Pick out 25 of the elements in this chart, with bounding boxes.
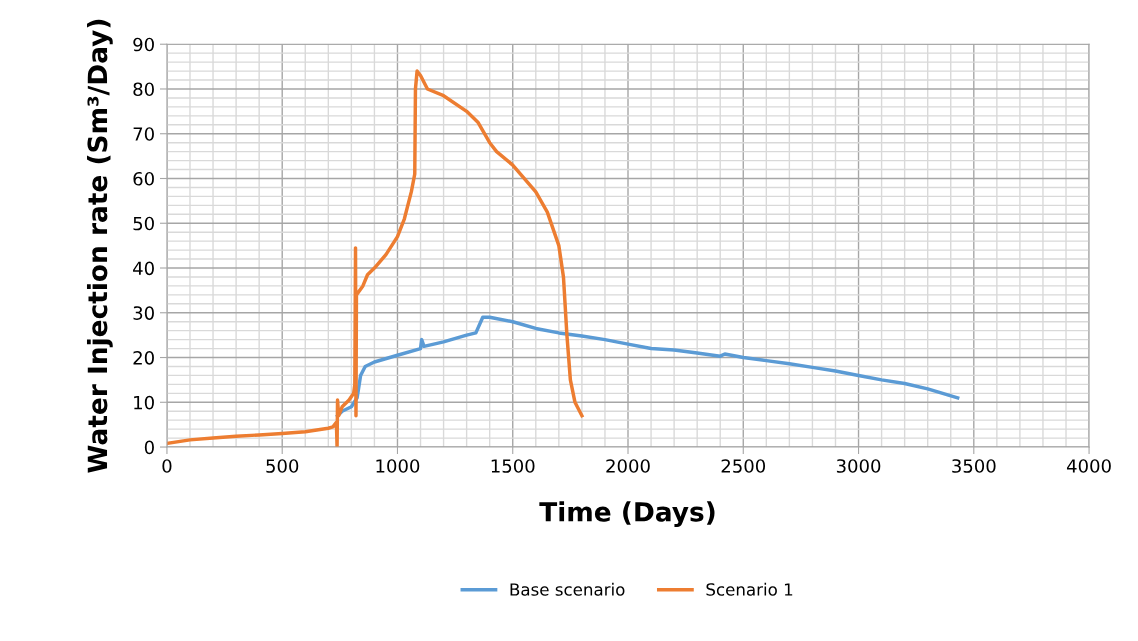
x-tick-label: 1000 (376, 459, 420, 473)
y-tick-label: 60 (133, 171, 154, 186)
x-tick-label: 3500 (952, 459, 996, 473)
y-tick-label: 40 (133, 261, 154, 276)
x-tick-label: 2000 (606, 459, 650, 473)
x-tick-label: 0 (162, 459, 172, 473)
y-tick-label: 70 (133, 127, 154, 141)
y-tick-label: 90 (133, 37, 154, 52)
y-tick-label: 50 (133, 216, 154, 231)
x-tick-label: 2500 (721, 459, 766, 473)
y-tick-label: 0 (144, 440, 154, 455)
legend-label: Scenario 1 (706, 582, 793, 596)
x-tick-label: 1500 (491, 459, 535, 473)
y-tick-label: 20 (133, 350, 154, 365)
y-tick-label: 10 (134, 395, 154, 410)
x-axis-title: Time (Days) (539, 501, 715, 528)
y-tick-label: 30 (133, 306, 154, 320)
y-axis-title: Water Injection rate (Sm³/Day) (86, 19, 113, 473)
x-tick-label: 3000 (836, 459, 881, 473)
line-series (335, 315, 960, 418)
x-tick-label: 500 (266, 459, 299, 473)
legend-label: Base scenario (510, 582, 625, 596)
y-tick-label: 80 (133, 82, 154, 97)
x-tick-label: 4000 (1066, 459, 1111, 473)
line-series (166, 69, 584, 448)
